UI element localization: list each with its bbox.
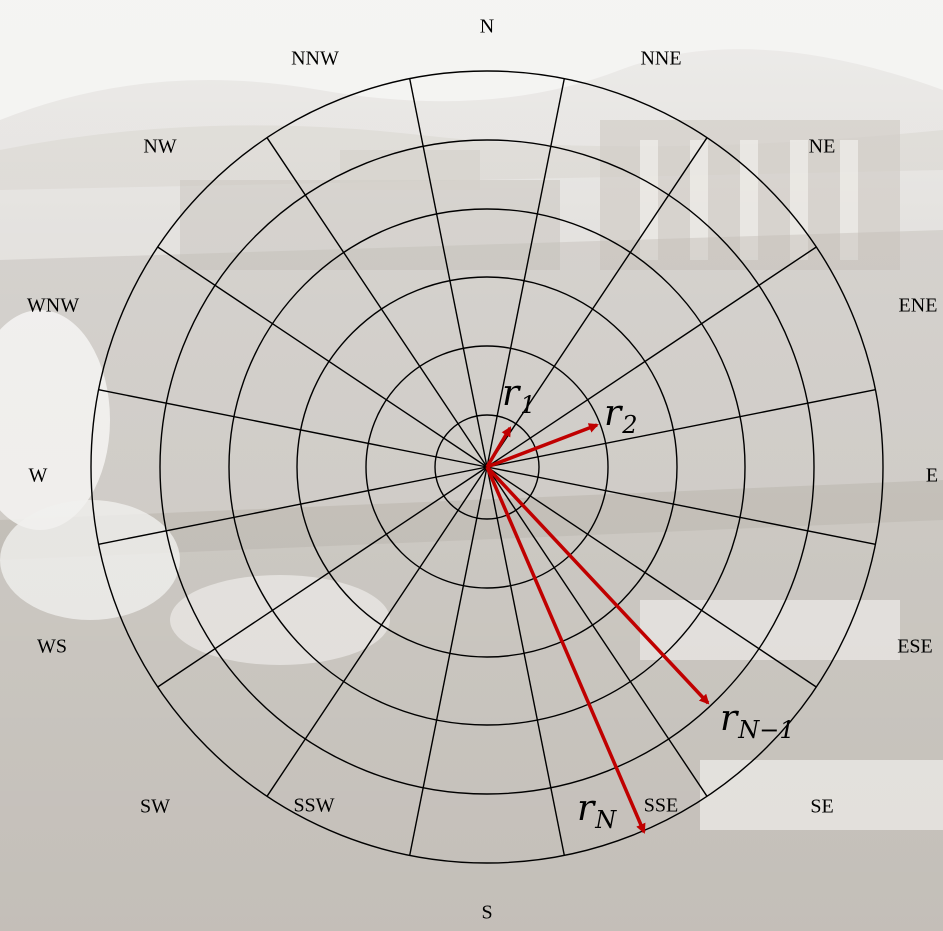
direction-label-s: S [481,902,492,924]
vector-label-r1: r1 [502,373,536,419]
sector-boundary-3 [486,246,817,468]
vectors [485,423,710,834]
direction-label-nne: NNE [640,48,681,70]
sector-boundary-9 [409,466,488,856]
sector-boundary-13 [98,389,488,468]
vector-r2 [486,423,599,469]
direction-label-sw: SW [140,796,170,818]
vector-rN [485,466,646,834]
ring-6 [90,70,884,864]
direction-labels: N NNE NE ENE E ESE SE SSE S SSW SW WS W WNW NW NNW [27,16,938,924]
sector-boundary-11 [157,466,488,688]
sector-boundary-6 [486,466,817,688]
direction-label-ne: NE [809,136,836,158]
ring-4 [228,208,746,726]
ring-3 [296,276,678,658]
sector-boundary-10 [266,466,488,797]
direction-label-ssw: SSW [293,795,334,817]
sector-boundary-8 [486,466,565,856]
sector-boundary-2 [486,137,708,468]
sector-boundary-5 [486,466,876,545]
sector-boundary-1 [486,78,565,468]
direction-label-ws: WS [37,636,67,658]
sector-boundary-16 [409,78,488,468]
vector-rN-1 [485,465,710,705]
vector-label-rN-1: rN−1 [720,698,795,744]
sector-spokes [98,78,876,856]
sector-boundary-14 [157,246,488,468]
direction-label-n: N [480,16,494,38]
direction-label-nnw: NNW [291,48,339,70]
direction-label-ene: ENE [899,295,938,317]
sector-boundary-4 [486,389,876,468]
ring-2 [365,345,609,589]
direction-label-se: SE [810,796,833,818]
ring-1 [434,414,540,520]
ring-5 [159,139,815,795]
direction-label-w: W [29,465,48,487]
vector-label-rN: rN [577,788,617,834]
vector-r1 [485,426,512,468]
direction-label-e: E [926,465,938,487]
vector-label-r2: r2 [604,393,638,439]
sector-boundary-12 [98,466,488,545]
direction-label-wnw: WNW [27,295,79,317]
direction-label-sse: SSE [644,795,678,817]
ring-grid [90,70,884,864]
direction-label-nw: NW [143,136,176,158]
sector-boundary-15 [266,137,488,468]
sector-boundary-7 [486,466,708,797]
direction-label-ese: ESE [897,636,933,658]
